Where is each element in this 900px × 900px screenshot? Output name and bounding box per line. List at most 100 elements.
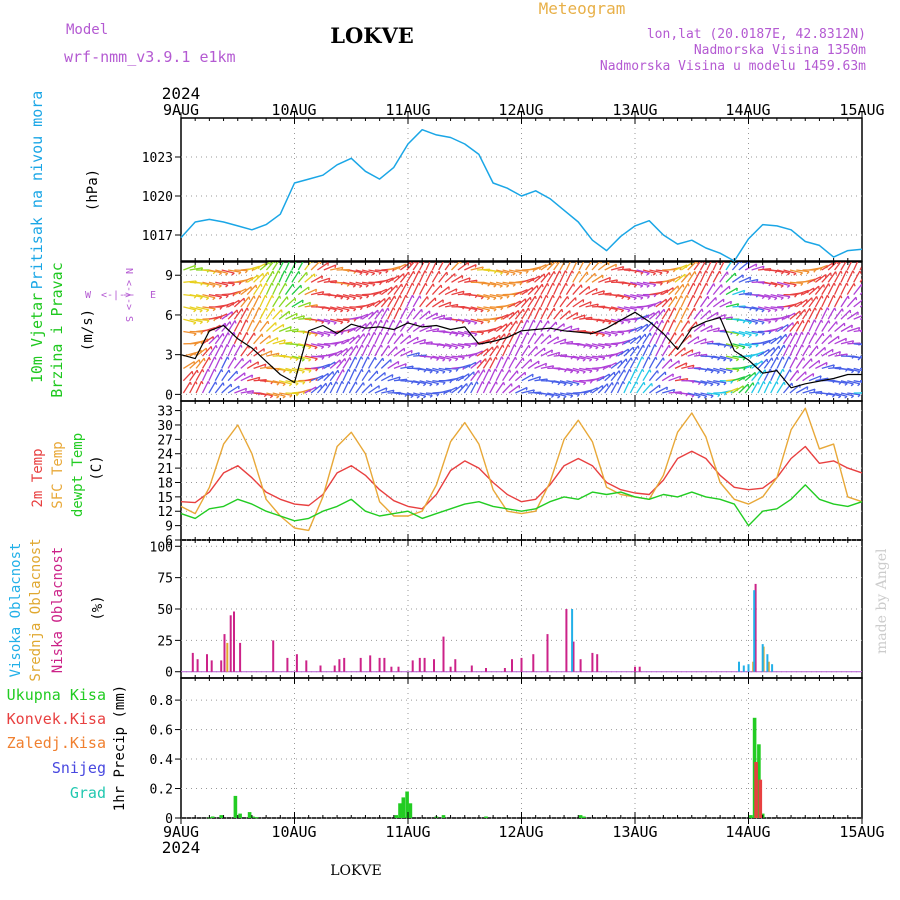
- wind-barb: [457, 343, 471, 347]
- wind-barb: [834, 270, 842, 283]
- y-tick-label: 0.4: [150, 753, 174, 768]
- wind-barb-flag: [346, 309, 350, 313]
- wind-barb: [406, 262, 416, 271]
- wind-barb: [732, 385, 744, 394]
- wind-panel-label-2: Brzina i Pravac: [48, 262, 66, 397]
- wind-barb-flag: [411, 282, 415, 286]
- wind-barb: [853, 380, 862, 383]
- wind-barb-flag: [761, 309, 765, 313]
- top-time-label: 14AUG: [725, 101, 770, 119]
- wind-barb: [642, 356, 650, 369]
- wind-barb: [623, 293, 637, 299]
- wind-barb-flag: [533, 307, 536, 311]
- wind-barb: [431, 270, 440, 283]
- wind-barb: [380, 345, 390, 357]
- wind-barb: [463, 361, 477, 369]
- wind-barb: [648, 370, 659, 382]
- wind-barb-flag: [707, 296, 710, 300]
- wind-barb: [419, 270, 426, 283]
- wind-barb-flag: [267, 320, 270, 325]
- wind-barb-flag: [193, 343, 197, 347]
- wind-barb-flag: [723, 314, 727, 318]
- wind-barb: [604, 279, 618, 283]
- wind-barb-flag: [327, 321, 331, 325]
- wind-barb-flag: [813, 388, 816, 393]
- wind-barb-flag: [761, 332, 765, 336]
- wind-barb-flag: [692, 282, 696, 286]
- wind-barb-flag: [668, 344, 671, 349]
- wind-barb: [572, 314, 586, 320]
- wind-barb: [272, 270, 280, 283]
- wind-barb-flag: [640, 285, 644, 288]
- legend-snow: Snijeg: [52, 759, 106, 777]
- cloud-bar: [226, 642, 229, 672]
- wind-barb: [336, 318, 350, 322]
- wind-barb: [342, 368, 350, 381]
- wind-barb: [834, 353, 848, 357]
- wind-barb: [693, 262, 701, 271]
- wind-barb-flag: [780, 297, 784, 301]
- wind-barb: [859, 264, 862, 271]
- wind-barb-flag: [513, 344, 517, 348]
- wind-barb: [546, 336, 559, 345]
- wind-barb-flag: [399, 295, 402, 299]
- wind-barb-flag: [697, 382, 702, 386]
- wind-barb-flag: [548, 272, 551, 276]
- wind-barb-flag: [580, 284, 583, 288]
- sfc-temp-line: [180, 407, 863, 532]
- wind-barb: [495, 356, 503, 369]
- wind-barb: [182, 370, 193, 382]
- wind-barb-flag: [659, 272, 663, 276]
- wind-barb: [189, 293, 203, 298]
- wind-barb-flag: [361, 344, 364, 348]
- wind-barb-flag: [555, 321, 558, 326]
- wind-barb: [814, 307, 822, 320]
- wind-barb-flag: [723, 392, 727, 396]
- wind-barb: [630, 325, 643, 333]
- wind-barb-flag: [857, 357, 861, 361]
- wind-barb: [444, 288, 458, 296]
- wind-barb: [323, 371, 334, 382]
- wind-barb: [272, 380, 286, 385]
- wind-barb: [604, 330, 618, 335]
- wind-barb: [585, 330, 599, 335]
- wind-barb-flag: [771, 357, 774, 361]
- wind-barb-flag: [246, 332, 249, 336]
- wind-barb: [502, 369, 511, 382]
- wind-barb: [534, 347, 546, 357]
- wind-barb-flag: [261, 333, 264, 338]
- wind-barb: [368, 300, 381, 308]
- wind-barb: [400, 365, 414, 370]
- cloud-bar: [503, 668, 506, 672]
- wind-barb: [246, 274, 259, 283]
- wind-barb: [770, 306, 784, 309]
- wind-barb-flag: [666, 280, 670, 284]
- wind-barb-flag: [352, 284, 356, 288]
- wind-barb-flag: [455, 333, 459, 337]
- wind-barb-flag: [234, 320, 237, 324]
- wind-barb: [674, 362, 688, 369]
- wind-barb: [699, 282, 707, 295]
- wind-barb: [419, 341, 433, 345]
- wind-barb-flag: [800, 282, 804, 287]
- cloud-bar: [767, 661, 770, 672]
- wind-barb: [738, 276, 751, 283]
- wind-barb: [533, 295, 542, 308]
- wind-barb: [642, 344, 650, 357]
- wind-barb: [336, 293, 350, 299]
- wind-barb: [202, 336, 214, 345]
- wind-barb: [572, 380, 586, 384]
- wind-barb-flag: [429, 383, 433, 387]
- wind-barb-flag: [359, 272, 363, 276]
- wind-barb-flag: [723, 358, 727, 362]
- wind-barb-flag: [602, 320, 606, 324]
- wind-barb-flag: [334, 343, 338, 347]
- wind-barb-flag: [207, 381, 211, 385]
- wind-barb: [706, 311, 719, 320]
- wind-barb: [661, 344, 670, 357]
- wind-barb: [183, 280, 197, 283]
- wind-barb: [591, 355, 605, 359]
- wind-barb: [304, 273, 316, 283]
- wind-barb: [451, 343, 465, 348]
- wind-barb-flag: [337, 370, 340, 374]
